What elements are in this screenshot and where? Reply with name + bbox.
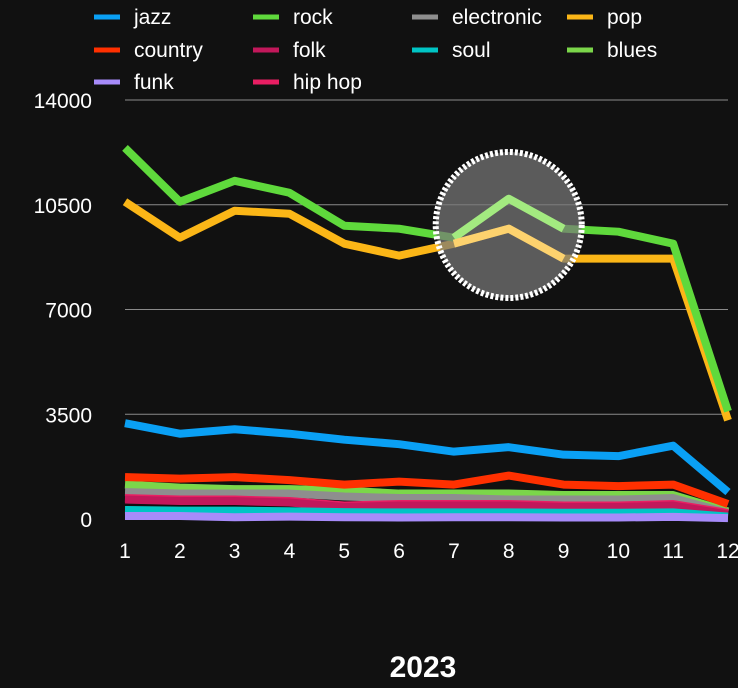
- y-tick-label: 0: [80, 509, 92, 532]
- x-tick-label: 11: [662, 540, 684, 563]
- chart-title: 2023: [390, 651, 457, 684]
- legend-label-funk: funk: [134, 71, 174, 94]
- y-tick-label: 3500: [45, 404, 92, 427]
- legend-label-hip-hop: hip hop: [293, 71, 362, 94]
- x-tick-label: 2: [174, 540, 186, 563]
- series-line-folk: [124, 495, 729, 519]
- x-tick-label: 12: [716, 540, 738, 563]
- x-tick-label: 10: [607, 540, 630, 563]
- series-line-pop: [122, 198, 732, 422]
- x-tick-label: 4: [284, 540, 296, 563]
- series-line-jazz: [124, 419, 731, 496]
- series-line-soul: [124, 506, 729, 521]
- x-tick-label: 9: [558, 540, 570, 563]
- legend-label-electronic: electronic: [452, 6, 542, 29]
- legend-label-blues: blues: [607, 39, 657, 62]
- highlight-segment-rock: [451, 194, 566, 241]
- highlight-segment-pop: [452, 224, 566, 263]
- highlight-ring: [432, 149, 585, 301]
- legend-label-country: country: [134, 39, 203, 62]
- series-line-electronic: [124, 488, 730, 517]
- y-tick-label: 14000: [34, 90, 92, 113]
- x-tick-label: 8: [503, 540, 515, 563]
- legend-label-pop: pop: [607, 6, 642, 29]
- series-line-blues: [124, 480, 730, 516]
- y-tick-label: 10500: [34, 195, 92, 218]
- x-tick-label: 5: [338, 540, 350, 563]
- legend-label-rock: rock: [293, 6, 333, 29]
- legend-label-soul: soul: [452, 39, 491, 62]
- series-line-rock: [122, 145, 732, 413]
- x-tick-label: 7: [448, 540, 460, 563]
- x-tick-label: 6: [393, 540, 405, 563]
- legend-label-folk: folk: [293, 39, 326, 62]
- series-line-country: [124, 471, 730, 508]
- x-tick-label: 1: [119, 540, 131, 563]
- y-tick-label: 7000: [45, 300, 92, 323]
- x-tick-label: 3: [229, 540, 241, 563]
- series-line-funk: [125, 512, 729, 523]
- legend-label-jazz: jazz: [133, 6, 171, 29]
